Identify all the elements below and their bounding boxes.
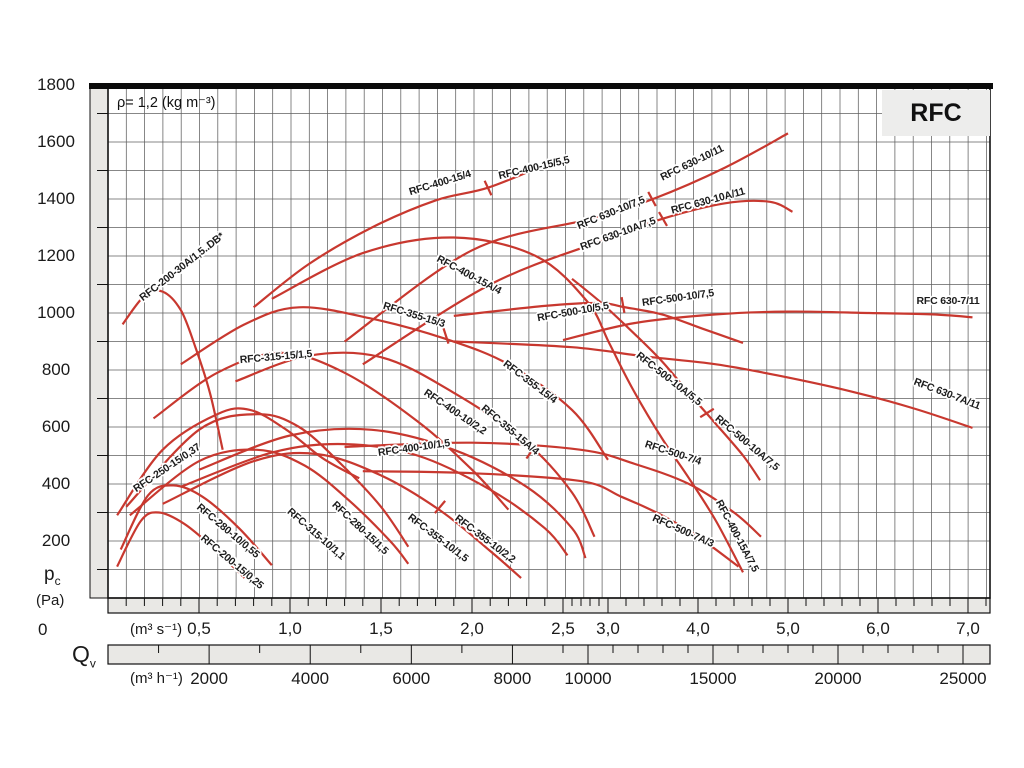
x-tick-label-m3s: 4,0	[686, 619, 710, 638]
fan-curve	[129, 448, 410, 565]
fan-curve	[562, 310, 973, 342]
x-tick-label-m3s: 1,5	[369, 619, 393, 638]
fan-curve	[119, 484, 273, 566]
x-ruler-m3s	[107, 597, 991, 614]
y-tick-label: 600	[41, 417, 71, 436]
separator-tick	[434, 500, 446, 514]
x-axis-h-title-main: Q	[72, 641, 90, 667]
x-tick-label-m3h: 4000	[291, 669, 330, 688]
x-tick-label-m3h: 25000	[939, 669, 987, 688]
x-tick-label-m3s: 2,5	[551, 619, 575, 638]
fan-curve	[116, 511, 246, 579]
x-tick-label-m3h: 15000	[689, 669, 737, 688]
y-tick-label: 1800	[37, 75, 75, 94]
x-tick-label-m3s: 3,0	[596, 619, 620, 638]
x-tick-label-m3h: 2000	[190, 669, 229, 688]
x-tick-label-m3s: 7,0	[956, 619, 980, 638]
y-tick-label: 800	[41, 360, 71, 379]
fan-curve	[571, 277, 762, 481]
y-axis-zero: 0	[38, 620, 48, 639]
series-badge: RFC	[882, 90, 990, 136]
fan-curve	[343, 132, 789, 343]
y-tick-label: 1400	[37, 189, 75, 208]
fan-curve	[453, 340, 973, 429]
separator-tick	[699, 407, 715, 419]
y-tick-label: 1000	[37, 303, 75, 322]
x-tick-label-m3h: 8000	[493, 669, 532, 688]
x-axis-h-title: Qv	[72, 641, 96, 671]
y-tick-label: 1600	[37, 132, 75, 151]
density-annotation: ρ= 1,2 (kg m⁻³)	[117, 95, 216, 111]
x-ruler-m3h-ticks	[158, 645, 964, 664]
separator-tick	[442, 328, 450, 344]
fan-curve	[152, 351, 510, 511]
y-tick-label: 200	[41, 531, 71, 550]
x-tick-label-m3s: 2,0	[460, 619, 484, 638]
separator-tick	[483, 180, 493, 196]
fan-curve	[235, 351, 596, 538]
y-axis-unit: (Pa)	[36, 592, 65, 609]
fan-curves	[116, 132, 973, 579]
fan-curve	[121, 289, 224, 451]
x-tick-label-m3h: 6000	[392, 669, 431, 688]
separator-tick	[658, 211, 668, 227]
y-ruler-ticks	[97, 113, 108, 570]
x-tick-label-m3s: 5,0	[776, 619, 800, 638]
y-tick-label: 1200	[37, 246, 75, 265]
fan-curve	[271, 236, 744, 573]
y-tick-label: 400	[41, 474, 71, 493]
curve-label: RFC 630-7/11	[916, 295, 980, 307]
fan-curve	[180, 442, 569, 557]
x-ruler-m3h	[107, 644, 991, 665]
x-tick-label-m3s: 0,5	[187, 619, 211, 638]
fan-curve	[198, 427, 587, 559]
x-tick-label-m3h: 20000	[814, 669, 862, 688]
y-axis-title-sub: c	[54, 573, 61, 588]
fan-curve	[180, 306, 609, 461]
grid	[108, 85, 990, 598]
fan-curve	[362, 470, 740, 568]
y-axis-title: pc	[44, 564, 61, 588]
fan-curve	[252, 162, 549, 309]
x-ruler-m3s-ticks	[125, 598, 987, 613]
fan-curve	[344, 441, 762, 538]
x-axis-h-unit: (m³ h⁻¹)	[130, 670, 183, 687]
x-tick-label-m3s: 6,0	[866, 619, 890, 638]
separator-ticks	[434, 180, 715, 514]
x-tick-label-m3s: 1,0	[278, 619, 302, 638]
x-axis-h-title-sub: v	[89, 656, 96, 671]
x-tick-label-m3h: 10000	[564, 669, 612, 688]
y-axis-title-main: p	[44, 564, 55, 585]
fan-curve	[362, 199, 794, 366]
fan-curve	[125, 413, 410, 548]
fan-curve	[116, 407, 360, 516]
x-axis-s-unit: (m³ s⁻¹)	[130, 621, 183, 638]
separator-tick	[620, 296, 626, 314]
separator-tick	[525, 444, 537, 460]
separator-tick	[647, 191, 657, 207]
